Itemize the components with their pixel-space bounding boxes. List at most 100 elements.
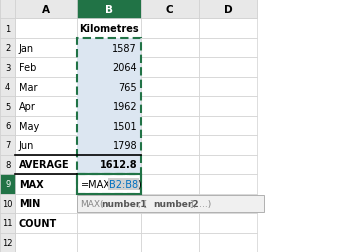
Text: Jun: Jun [19, 140, 34, 150]
Text: MAX: MAX [19, 179, 44, 189]
Bar [15, 174, 77, 194]
Text: 5: 5 [5, 102, 10, 111]
Bar [0, 0, 15, 19]
Bar [199, 58, 257, 78]
Text: 6: 6 [5, 121, 10, 131]
Bar [77, 116, 141, 136]
Bar [0, 39, 15, 58]
Bar [0, 97, 15, 116]
Bar [15, 97, 77, 116]
Bar [15, 155, 77, 174]
Text: 2: 2 [5, 44, 10, 53]
Bar [0, 0, 15, 19]
Text: 8: 8 [5, 160, 10, 169]
Text: 12: 12 [2, 238, 13, 247]
Text: ): ) [138, 179, 141, 189]
Bar [77, 155, 141, 174]
Bar [15, 213, 77, 233]
Bar [77, 39, 141, 174]
Text: 1798: 1798 [113, 140, 137, 150]
Bar [77, 78, 141, 97]
Bar [77, 19, 141, 39]
Bar [0, 174, 15, 194]
Text: Feb: Feb [19, 63, 36, 73]
Bar [141, 174, 199, 194]
Bar [77, 194, 141, 213]
Bar [0, 78, 15, 97]
Bar [15, 58, 77, 78]
Bar [0, 78, 15, 97]
Bar [77, 195, 264, 212]
Bar [77, 58, 141, 78]
Bar [0, 58, 15, 78]
Text: =MAX(: =MAX( [81, 179, 114, 189]
Bar [77, 174, 141, 194]
Text: Mar: Mar [19, 82, 37, 92]
Text: 7: 7 [5, 141, 10, 150]
Bar [141, 194, 199, 213]
Bar [77, 233, 141, 252]
Bar [0, 116, 15, 136]
Bar [141, 233, 199, 252]
Bar [15, 0, 77, 19]
Bar [0, 19, 15, 39]
Text: 3: 3 [5, 63, 10, 72]
Bar [0, 116, 15, 136]
Text: D: D [224, 5, 233, 15]
Text: 2064: 2064 [113, 63, 137, 73]
Bar [0, 155, 15, 174]
Bar [0, 233, 15, 252]
Bar [141, 116, 199, 136]
Bar [199, 39, 257, 58]
Bar [199, 0, 257, 19]
Bar [0, 213, 15, 233]
Text: A: A [42, 5, 50, 15]
Bar [77, 174, 141, 194]
Bar [77, 97, 141, 116]
Text: 765: 765 [119, 82, 137, 92]
Bar [0, 194, 15, 213]
Bar [0, 213, 15, 233]
Bar [0, 174, 15, 194]
Bar [199, 0, 257, 19]
Bar [141, 213, 199, 233]
Bar [77, 97, 141, 116]
Text: C: C [166, 5, 174, 15]
Bar [15, 194, 77, 213]
Bar [15, 0, 77, 19]
Bar [77, 213, 141, 233]
Bar [15, 39, 77, 58]
Bar [0, 97, 15, 116]
Bar [77, 0, 141, 19]
Bar [141, 97, 199, 116]
Text: 1612.8: 1612.8 [99, 160, 137, 170]
Bar [77, 58, 141, 78]
Text: May: May [19, 121, 39, 131]
Bar [0, 39, 15, 58]
Bar [199, 155, 257, 174]
Bar [141, 0, 199, 19]
Bar [0, 58, 15, 78]
Bar [0, 233, 15, 252]
Bar [199, 213, 257, 233]
Text: B: B [105, 5, 113, 15]
Text: COUNT: COUNT [19, 218, 57, 228]
Bar [199, 116, 257, 136]
Text: Kilometres: Kilometres [79, 24, 139, 34]
Bar [77, 39, 141, 58]
Text: MAX(: MAX( [81, 199, 104, 208]
Bar [0, 0, 15, 19]
Bar [199, 78, 257, 97]
Bar [0, 194, 15, 213]
Bar [15, 136, 77, 155]
Bar [199, 19, 257, 39]
Bar [77, 0, 141, 19]
Bar [77, 174, 141, 194]
Text: 9: 9 [5, 180, 10, 189]
Text: AVERAGE: AVERAGE [19, 160, 70, 170]
Bar [199, 174, 257, 194]
Bar [141, 155, 199, 174]
Bar [141, 78, 199, 97]
Text: number2: number2 [153, 199, 199, 208]
Text: , [: , [ [138, 199, 147, 208]
